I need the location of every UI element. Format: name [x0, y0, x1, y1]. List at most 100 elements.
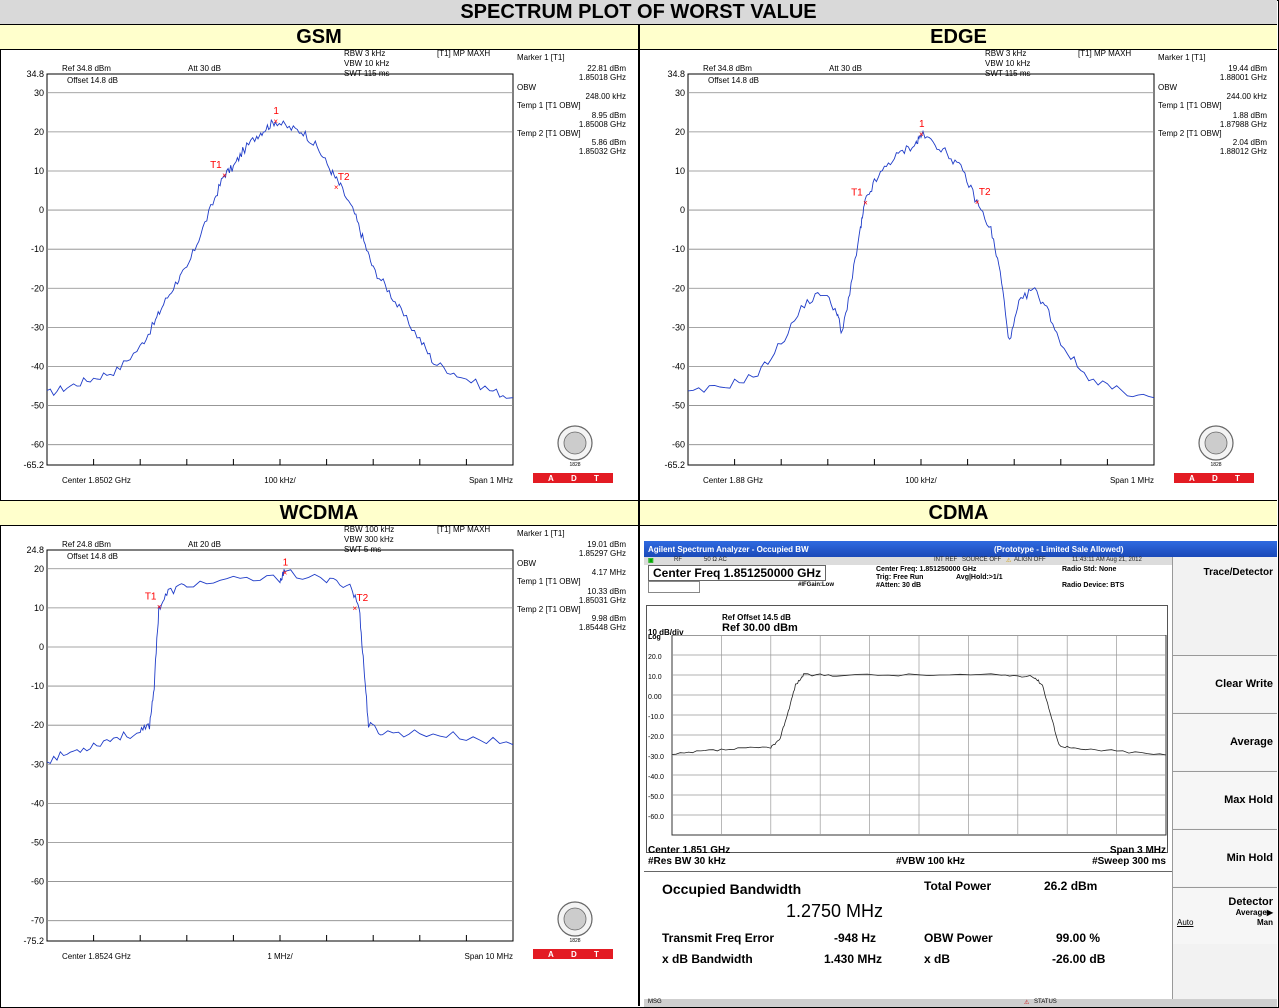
readout-label: Temp 1 [T1 OBW]	[517, 101, 581, 110]
y-tick-label: -60	[672, 440, 685, 450]
ref-level: Ref 34.8 dBm	[62, 64, 111, 73]
occupied-bw-value: 1.2750 MHz	[786, 901, 884, 921]
ref-level: Ref 34.8 dBm	[703, 64, 752, 73]
y-tick-label: -40	[672, 361, 685, 371]
y-tick-label: 0	[680, 205, 685, 215]
y-tick-label: 10	[34, 603, 44, 613]
cdma-y-tick: -40.0	[648, 774, 664, 781]
readout-label: Marker 1 [T1]	[517, 53, 565, 62]
spectrum-trace	[46, 118, 514, 399]
adt-bar	[533, 473, 613, 483]
average-button[interactable]: Average	[1173, 713, 1277, 770]
center-label: Center 1.8524 GHz	[62, 952, 131, 961]
plot-frame	[46, 73, 514, 466]
y-tick-label: 10	[34, 166, 44, 176]
cdma-y-tick: -10.0	[648, 714, 664, 721]
adt-t: T	[1235, 474, 1240, 483]
y-tick-label: -30	[672, 322, 685, 332]
readout-value: 1.88001 GHz	[1220, 73, 1267, 82]
status-align: ALIGN OFF	[1014, 557, 1046, 563]
readout-value: 4.17 MHz	[592, 568, 626, 577]
attenuation: Att 30 dB	[829, 64, 862, 73]
readout-value: 5.86 dBm	[592, 138, 627, 147]
y-tick-label: 34.8	[667, 69, 685, 79]
sweep-time: SWT 115 ms	[344, 69, 390, 78]
cdma-y-tick: 20.0	[648, 654, 662, 661]
cdma-spectrum-plot: Log 20.0 10.0 0.00 -10.0 -20.0 -30.0 -40.0 -50.0…	[648, 635, 1167, 836]
xdb-value: -26.00 dB	[1052, 952, 1106, 966]
readout-value: 1.88 dBm	[1233, 111, 1268, 120]
detector-auto: Auto	[1177, 918, 1194, 927]
analyzer-titlebar: Agilent Spectrum Analyzer - Occupied BW …	[644, 541, 1277, 557]
seal-center	[563, 431, 587, 455]
readout-value: 8.95 dBm	[592, 111, 627, 120]
ref-level: Ref 30.00 dBm	[722, 622, 798, 634]
readout-label: Marker 1 [T1]	[517, 529, 565, 538]
center-freq-field[interactable]: Center Freq 1.851250000 GHz	[648, 565, 827, 581]
adt-bar	[1174, 473, 1254, 483]
plot-frame	[46, 549, 514, 942]
adt-bar	[533, 949, 613, 959]
y-tick-label: -60	[31, 877, 44, 887]
sweep-readout: #Sweep 300 ms	[1092, 856, 1166, 867]
readout-value: 2.04 dBm	[1233, 138, 1268, 147]
readout-value: 19.01 dBm	[587, 540, 626, 549]
readout-label: Temp 2 [T1 OBW]	[517, 129, 581, 138]
readout-value: 1.85008 GHz	[579, 120, 626, 129]
clear-write-button[interactable]: Clear Write	[1173, 655, 1277, 712]
y-tick-label: 0	[39, 642, 44, 652]
y-tick-label: -50	[31, 401, 44, 411]
y-tick-label: -50	[672, 401, 685, 411]
min-hold-label: Min Hold	[1226, 852, 1273, 864]
status-source: SOURCE OFF	[962, 557, 1002, 563]
y-tick-label: -10	[31, 244, 44, 254]
softkey-panel: Trace/Detector Clear Write Average Max H…	[1172, 557, 1277, 999]
analyzer-title: Agilent Spectrum Analyzer - Occupied BW	[648, 545, 809, 554]
max-hold-button[interactable]: Max Hold	[1173, 771, 1277, 828]
vbw: VBW 300 kHz	[344, 535, 394, 544]
cdma-y-tick: 0.00	[648, 694, 662, 701]
sweep-time: SWT 115 ms	[985, 69, 1031, 78]
spectrum-trace	[687, 129, 1155, 399]
y-tick-label: 20	[34, 564, 44, 574]
obw-power-label: OBW Power	[924, 931, 993, 945]
marker-label: T2	[338, 172, 350, 183]
trace-mode: [T1] MP MAXH	[437, 50, 490, 58]
trace-mode: [T1] MP MAXH	[437, 526, 490, 534]
analyzer-footer: MSG ⚠ STATUS	[644, 999, 1277, 1007]
softkey-menu-title: Trace/Detector	[1203, 567, 1273, 578]
adt-d: D	[1212, 474, 1218, 483]
vbw: VBW 10 kHz	[985, 59, 1030, 68]
status-time: 11:43:11 AM Aug 21, 2012	[1072, 557, 1142, 563]
min-hold-button[interactable]: Min Hold	[1173, 829, 1277, 886]
span-label: Span 10 MHz	[465, 952, 513, 961]
seal-center	[1204, 431, 1228, 455]
marker-point: ×	[222, 171, 227, 180]
y-tick-label: -40	[31, 361, 44, 371]
detector-button[interactable]: Detector Average▶ Auto Man	[1173, 887, 1277, 944]
y-tick-label: -10	[672, 244, 685, 254]
marker-point: ×	[273, 117, 278, 126]
y-tick-label: -20	[31, 720, 44, 730]
clear-write-label: Clear Write	[1215, 678, 1273, 690]
adt-t: T	[594, 950, 599, 959]
status-rf: RF	[674, 557, 682, 563]
cdma-y-tick: -60.0	[648, 814, 664, 821]
readout-label: Temp 1 [T1 OBW]	[1158, 101, 1222, 110]
readout-value: 1.85448 GHz	[579, 623, 626, 632]
bureau-veritas-badge: 1828 A D T	[1174, 425, 1254, 483]
readout-label: OBW	[517, 559, 537, 568]
rbw: RBW 3 kHz	[344, 50, 385, 58]
y-tick-label: 20	[34, 127, 44, 137]
marker-point: ×	[975, 198, 980, 207]
center-label: Center 1.8502 GHz	[62, 476, 131, 485]
xdb-bw-value: 1.430 MHz	[824, 952, 883, 966]
ref-offset: Ref Offset 14.5 dB	[722, 613, 791, 622]
status-intref: INT REF	[934, 557, 958, 563]
info-atten: #Atten: 30 dB	[876, 582, 922, 589]
y-tick-label: 34.8	[26, 69, 44, 79]
marker-label: T1	[851, 188, 863, 199]
y-tick-label: -65.2	[23, 460, 44, 470]
marker-label: T1	[145, 592, 157, 603]
y-tick-label: -60	[31, 440, 44, 450]
